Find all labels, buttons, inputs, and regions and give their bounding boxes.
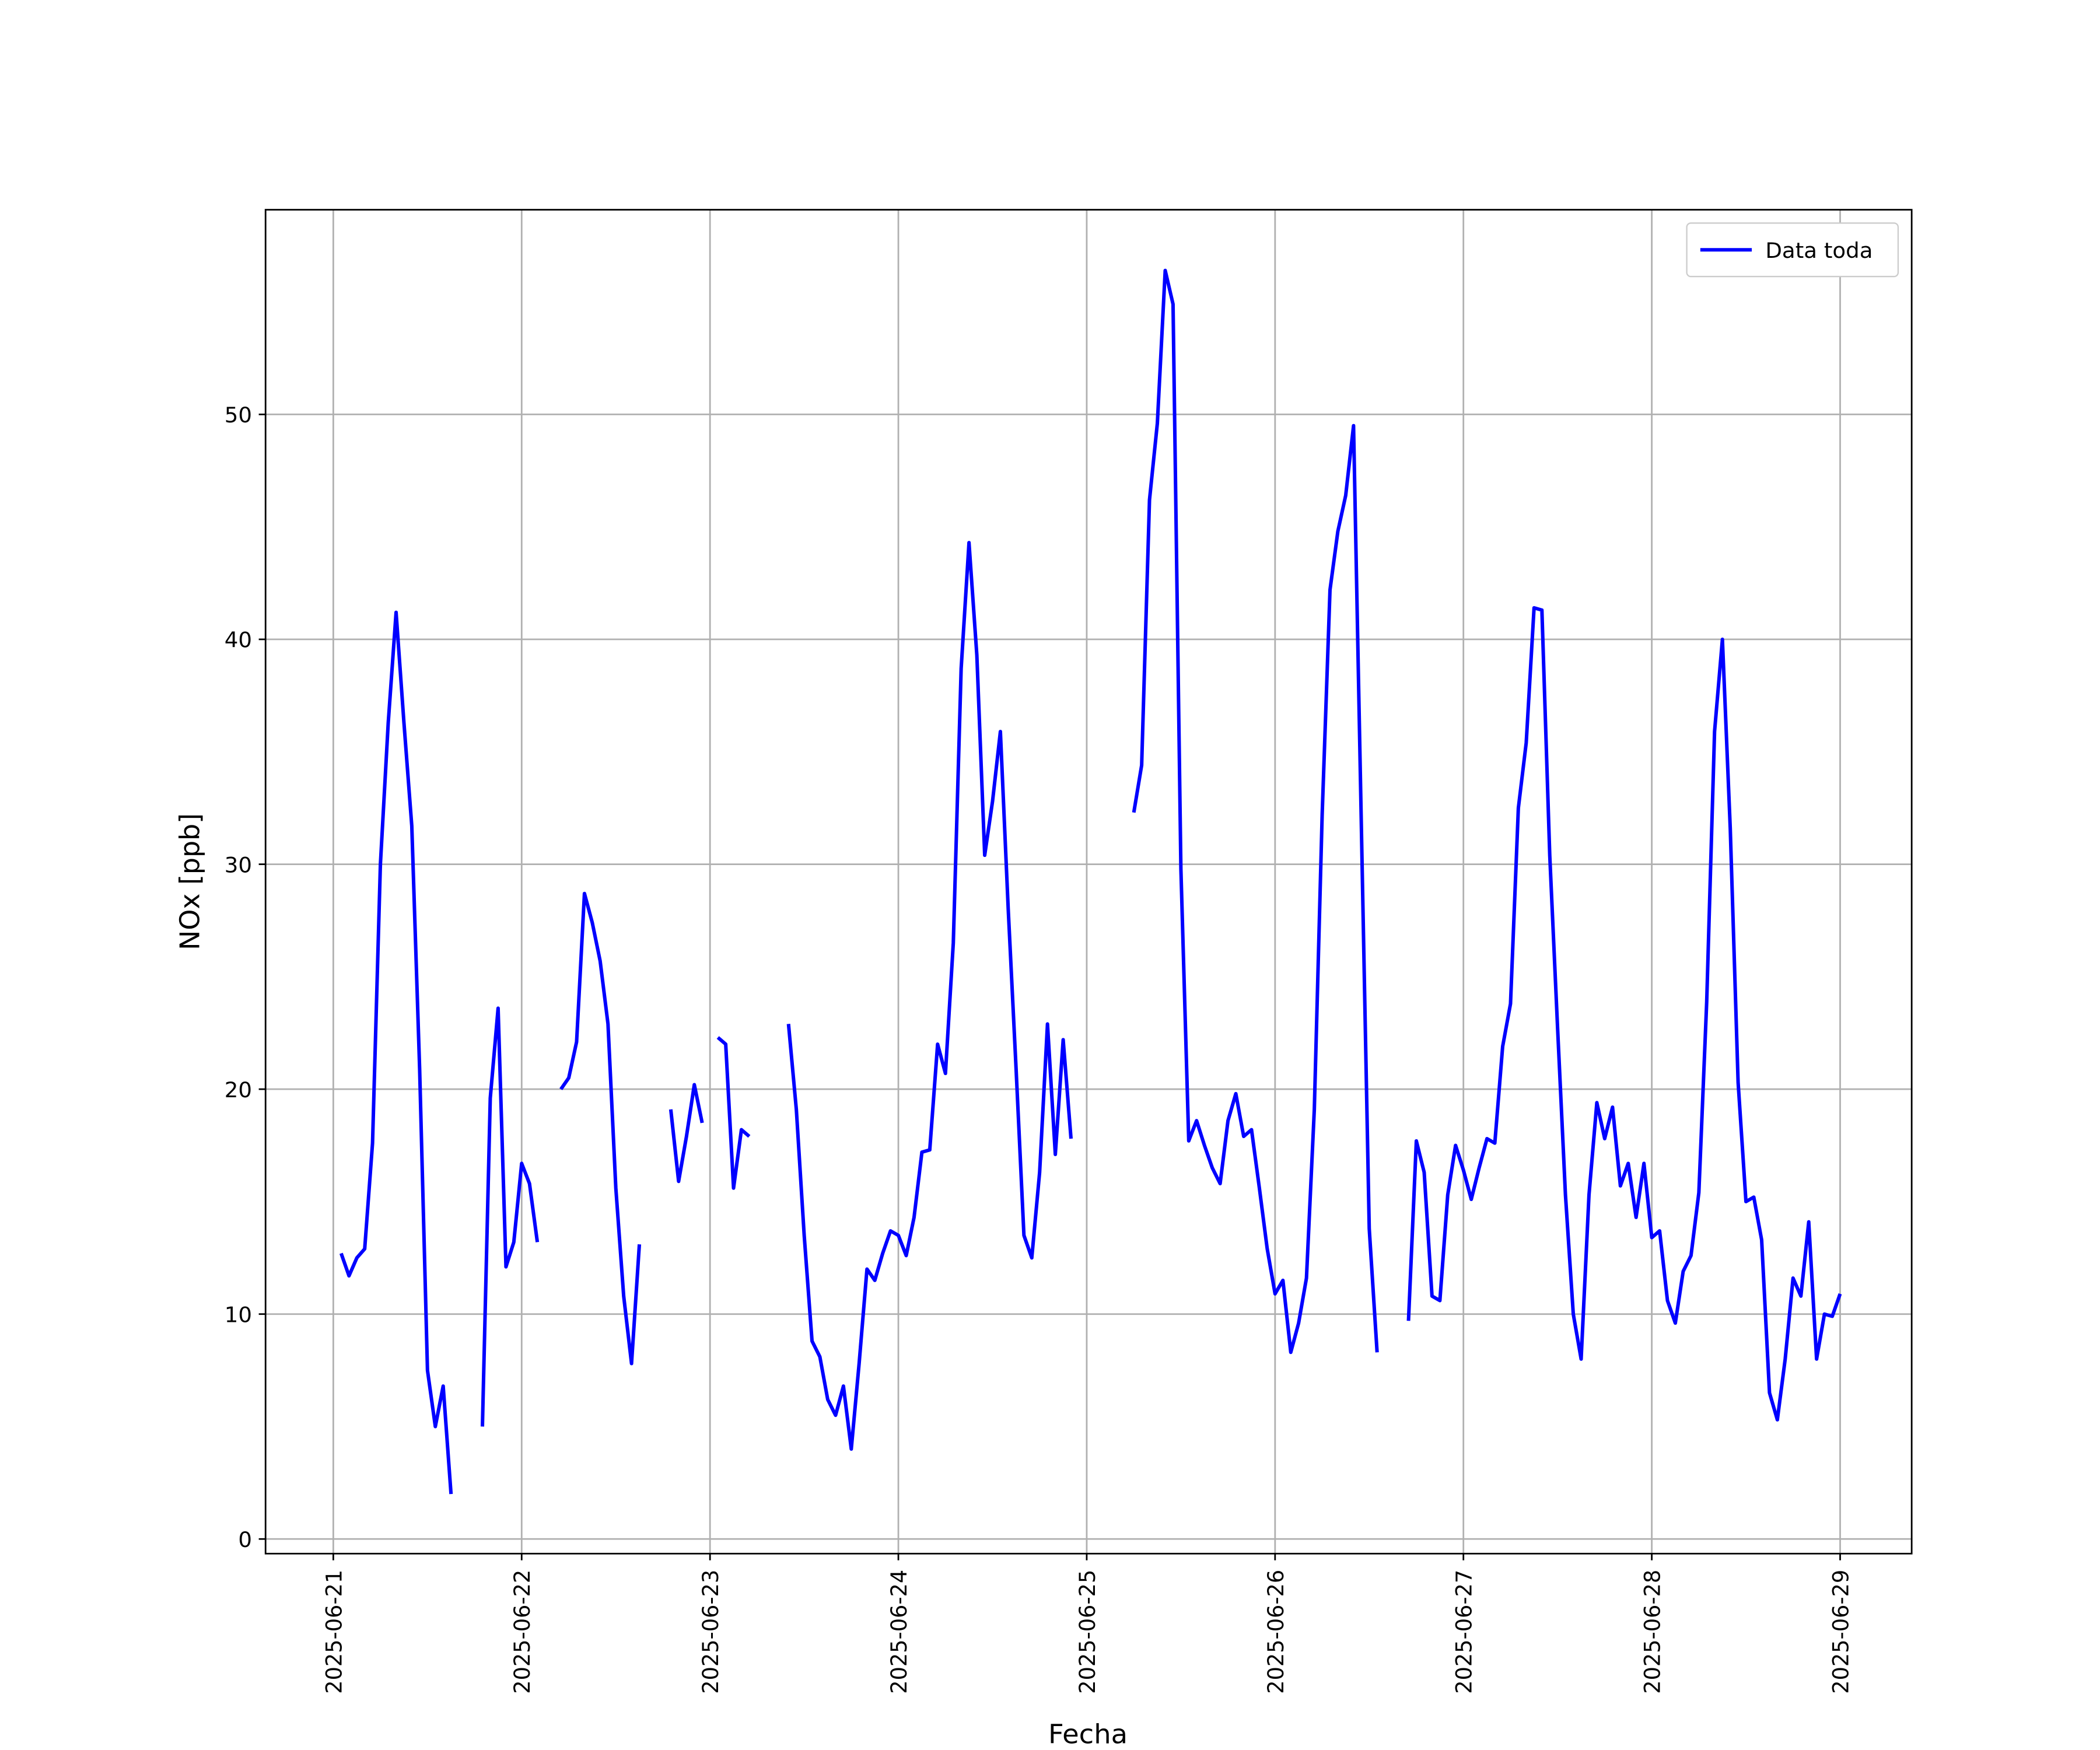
y-tick-label: 40 [225, 628, 252, 653]
x-axis-label: Fecha [1048, 1718, 1128, 1750]
x-tick-label: 2025-06-29 [1828, 1570, 1853, 1694]
data-line [339, 268, 1842, 1494]
x-tick-label: 2025-06-28 [1640, 1570, 1665, 1694]
grid [265, 209, 1912, 1554]
y-tick-label: 30 [225, 853, 252, 878]
x-tick-label: 2025-06-21 [321, 1570, 346, 1694]
x-tick-label: 2025-06-23 [698, 1570, 723, 1694]
x-tick-label: 2025-06-22 [510, 1570, 535, 1694]
y-tick-label: 50 [225, 402, 252, 428]
plot-frame [264, 209, 1913, 1555]
legend-box [1686, 222, 1899, 278]
legend-label: Data toda [1765, 238, 1873, 263]
y-tick-label: 20 [225, 1077, 252, 1102]
x-tick-label: 2025-06-25 [1075, 1570, 1100, 1694]
y-tick-label: 10 [225, 1303, 252, 1328]
x-tick-label: 2025-06-24 [887, 1570, 912, 1694]
x-tick-label: 2025-06-26 [1264, 1570, 1289, 1694]
y-tick-label: 0 [238, 1527, 252, 1552]
y-axis-label: NOx [ppb] [174, 813, 205, 950]
x-tick-label: 2025-06-27 [1451, 1570, 1476, 1694]
